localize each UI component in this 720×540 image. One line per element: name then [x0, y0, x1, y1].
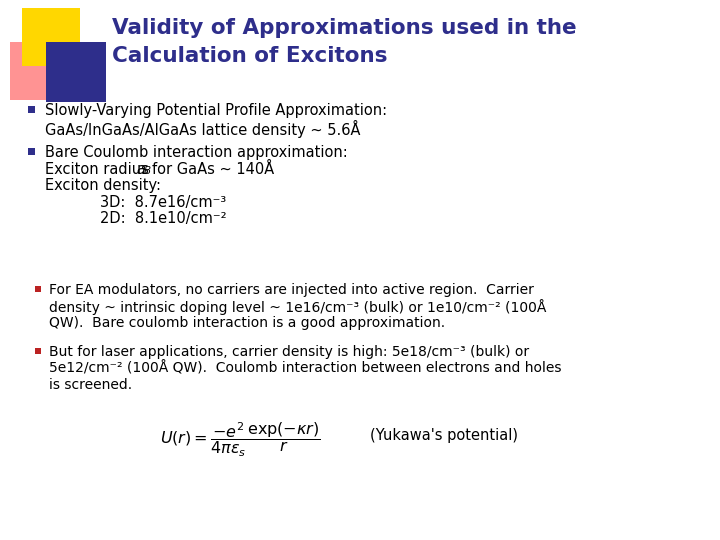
Text: is screened.: is screened. — [49, 378, 132, 392]
Text: But for laser applications, carrier density is high: 5e18/cm⁻³ (bulk) or: But for laser applications, carrier dens… — [49, 345, 529, 359]
Text: B: B — [144, 165, 151, 176]
Bar — [22, 8, 80, 66]
Text: GaAs/InGaAs/AlGaAs lattice density ~ 5.6Å: GaAs/InGaAs/AlGaAs lattice density ~ 5.6… — [45, 119, 361, 138]
Text: For EA modulators, no carriers are injected into active region.  Carrier: For EA modulators, no carriers are injec… — [49, 283, 534, 297]
Text: 3D:  8.7e16/cm⁻³: 3D: 8.7e16/cm⁻³ — [100, 194, 226, 210]
Text: Slowly-Varying Potential Profile Approximation:: Slowly-Varying Potential Profile Approxi… — [45, 103, 387, 118]
Text: Exciton radius: Exciton radius — [45, 161, 153, 177]
Bar — [46, 42, 106, 102]
Text: 2D:  8.1e10/cm⁻²: 2D: 8.1e10/cm⁻² — [100, 211, 227, 226]
Text: 5e12/cm⁻² (100Å QW).  Coulomb interaction between electrons and holes: 5e12/cm⁻² (100Å QW). Coulomb interaction… — [49, 361, 562, 376]
Text: for GaAs ~ 140Å: for GaAs ~ 140Å — [152, 161, 274, 177]
Text: (Yukawa's potential): (Yukawa's potential) — [370, 428, 518, 443]
Text: Exciton density:: Exciton density: — [45, 178, 161, 193]
Text: a: a — [136, 161, 145, 177]
Text: Validity of Approximations used in the: Validity of Approximations used in the — [112, 18, 577, 38]
Bar — [10, 42, 65, 100]
Text: Bare Coulomb interaction approximation:: Bare Coulomb interaction approximation: — [45, 145, 348, 160]
Text: Calculation of Excitons: Calculation of Excitons — [112, 46, 387, 66]
Text: QW).  Bare coulomb interaction is a good approximation.: QW). Bare coulomb interaction is a good … — [49, 316, 445, 330]
Bar — [28, 148, 35, 155]
Text: density ~ intrinsic doping level ~ 1e16/cm⁻³ (bulk) or 1e10/cm⁻² (100Å: density ~ intrinsic doping level ~ 1e16/… — [49, 300, 546, 315]
Bar — [35, 348, 41, 354]
Bar — [35, 286, 41, 292]
Bar — [28, 106, 35, 113]
Text: $U(r) = \dfrac{-e^2}{4\pi\varepsilon_s}\dfrac{\mathrm{exp}(-\kappa r)}{r}$: $U(r) = \dfrac{-e^2}{4\pi\varepsilon_s}\… — [160, 420, 320, 458]
